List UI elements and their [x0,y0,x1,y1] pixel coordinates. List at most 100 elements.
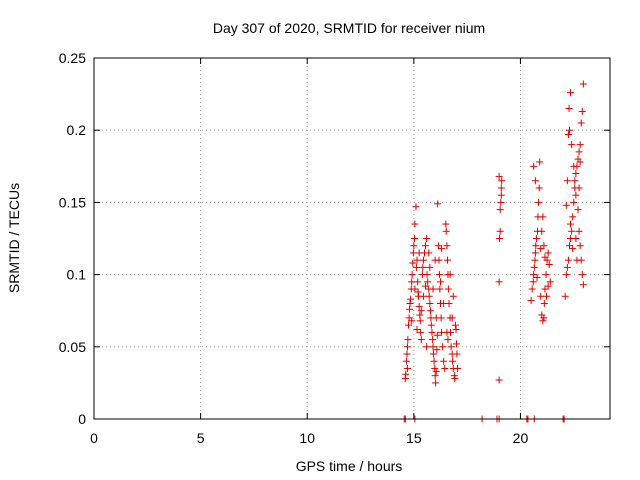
data-point [451,321,459,329]
data-point [530,271,538,279]
data-point [567,89,575,97]
data-point [563,177,571,185]
data-point [442,220,450,228]
data-point [561,292,569,300]
data-point [444,285,452,293]
data-point [429,350,437,358]
data-point [575,227,583,235]
data-point [446,271,454,279]
y-tick-label: 0.15 [59,194,86,210]
data-point [497,184,505,192]
data-point [422,242,430,250]
data-point [423,271,431,279]
data-point [426,299,434,307]
gridlines [94,58,610,419]
data-point [527,297,535,305]
data-point [453,350,461,358]
data-point [426,263,434,271]
data-point [431,256,439,264]
data-point [530,263,538,271]
data-point [449,357,457,365]
data-point [432,314,440,322]
data-point [417,328,425,336]
data-point [576,158,584,166]
data-point [537,245,545,253]
data-point [495,172,503,180]
data-point [578,107,586,115]
data-point [408,317,416,325]
x-tick-labels: 0 5 10 15 20 [90,430,528,446]
data-point [433,331,441,339]
data-point [429,285,437,293]
data-point [563,263,571,271]
data-point [495,278,503,286]
data-point [572,191,580,199]
data-point [576,242,584,250]
data-point [568,141,576,149]
data-point [498,177,506,185]
data-point [542,292,550,300]
data-point [565,242,573,250]
data-point [496,227,504,235]
data-point [436,285,444,293]
data-point [447,343,455,351]
data-point [425,249,433,257]
data-point [403,364,411,372]
data-point [410,242,418,250]
data-point [448,314,456,322]
data-point [567,220,575,228]
data-point [573,256,581,264]
data-point [424,278,432,286]
data-point [529,278,537,286]
data-point [539,317,547,325]
data-point [528,285,536,293]
data-point [428,328,436,336]
data-point [541,285,549,293]
data-point [540,314,548,322]
data-point [451,375,459,383]
data-point [431,364,439,372]
data-point [538,227,546,235]
data-point [415,249,423,257]
data-point [440,357,448,365]
data-point [562,201,570,209]
data-point [544,249,552,257]
data-point [413,325,421,333]
data-point [411,220,419,228]
data-point [423,343,431,351]
data-point [407,295,415,303]
data-point [572,235,580,242]
data-point [443,328,451,336]
data-point [496,235,504,242]
data-point [565,126,573,134]
data-point [405,321,413,329]
data-point [531,177,539,185]
data-point [412,263,420,271]
axis-ticks [93,57,610,420]
data-point [403,350,411,358]
data-point [412,203,420,211]
data-point [569,213,577,221]
data-point [419,292,427,300]
y-tick-label: 0.05 [59,339,86,355]
data-point [402,357,410,365]
y-tick-label: 0 [78,411,86,427]
x-tick-label: 0 [90,430,98,446]
data-point [422,282,430,290]
x-tick-label: 5 [197,430,205,446]
data-point [423,235,431,242]
data-point [454,364,462,372]
data-point [442,227,450,235]
x-tick-label: 15 [406,430,422,446]
data-point [443,242,451,250]
data-point [576,141,584,149]
data-point [530,162,538,170]
y-tick-label: 0.2 [67,122,87,138]
data-point [417,336,425,344]
data-point [409,259,417,267]
plot-frame [93,57,611,420]
x-tick-label: 10 [299,430,315,446]
x-tick-label: 20 [513,430,529,446]
data-point [427,321,435,329]
data-point [564,131,572,139]
